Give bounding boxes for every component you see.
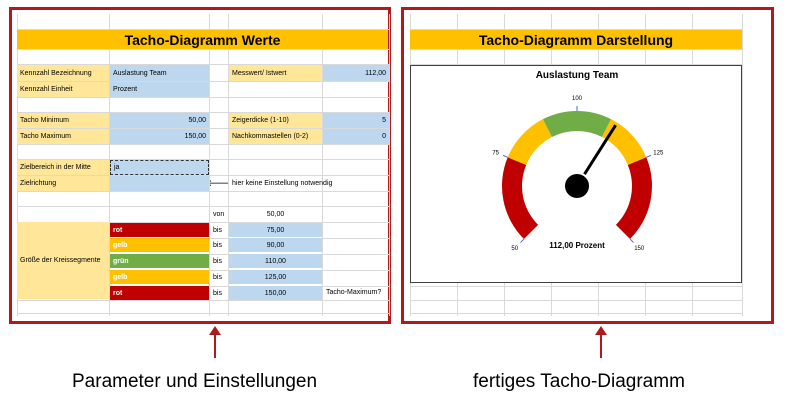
zielbereich-label: Zielbereich in der Mitte — [17, 160, 109, 175]
grid-col-line — [389, 14, 390, 316]
bis-label: bis — [213, 257, 222, 265]
grid-row-line — [17, 222, 389, 223]
arrow-left-icon: 🡐 — [210, 178, 228, 188]
segment-color-label[interactable]: gelb — [110, 238, 209, 252]
zielrichtung-note: hier keine Einstellung notwendig — [232, 180, 333, 187]
segment-color-label[interactable]: rot — [110, 286, 209, 300]
gauge-title: Auslastung Team — [536, 70, 619, 81]
kennzahl-einheit-input[interactable]: Prozent — [110, 82, 209, 97]
grid-col-line — [209, 14, 210, 316]
grid-row-line — [410, 29, 742, 30]
grid-row-line — [17, 81, 389, 82]
bis-label: bis — [213, 273, 222, 281]
gauge-tick-label: 50 — [511, 246, 518, 252]
gauge-reading-label: 112,00 Prozent — [549, 241, 605, 250]
caption-left: Parameter und Einstellungen — [72, 371, 318, 392]
gauge-band — [542, 111, 612, 137]
bis-label: bis — [213, 226, 222, 234]
right-panel-title: Tacho-Diagramm Darstellung — [410, 30, 742, 49]
grid-row-line — [17, 159, 389, 160]
gauge-band — [615, 157, 652, 240]
kennzahl-bezeichnung-label: Kennzahl Bezeichnung — [17, 65, 109, 81]
messwert-input[interactable]: 112,00 — [323, 65, 389, 81]
gauge-tick-label: 75 — [492, 150, 499, 156]
tacho-minimum-input[interactable]: 50,00 — [110, 113, 209, 128]
segment-upper-value[interactable]: 90,00 — [229, 238, 322, 252]
grid-col-line — [228, 14, 229, 316]
nachkommastellen-label: Nachkommastellen (0-2) — [229, 129, 322, 144]
segment-upper-value[interactable]: 150,00 — [229, 286, 322, 300]
gauge-tick-label: 150 — [634, 246, 645, 252]
grid-row-line — [17, 128, 389, 129]
zielrichtung-label: Zielrichtung — [17, 176, 109, 191]
grid-col-line — [109, 14, 110, 316]
kreissegmente-label: Größe der Kreissegmente — [17, 222, 109, 299]
gauge-tick-mark — [629, 238, 634, 243]
kennzahl-einheit-label: Kennzahl Einheit — [17, 82, 109, 97]
zeigerdicke-input[interactable]: 5 — [323, 113, 389, 128]
messwert-label: Messwert/ Istwert — [229, 65, 322, 81]
bis-label: bis — [213, 241, 222, 249]
segment-upper-value[interactable]: 125,00 — [229, 270, 322, 284]
von-value: 50,00 — [266, 211, 285, 218]
gauge-chart-area[interactable]: Auslastung Team 50 75 100 125 150 112,00 Pro… — [410, 65, 742, 283]
gauge-band — [507, 119, 553, 165]
gauge-band — [601, 119, 647, 165]
nachkommastellen-input[interactable]: 0 — [323, 129, 389, 144]
grid-row-line — [17, 300, 389, 301]
grid-row-line — [410, 313, 742, 314]
grid-row-line — [17, 144, 389, 145]
arrow-up-right-icon — [595, 326, 607, 358]
grid-row-line — [17, 175, 389, 176]
grid-row-line — [17, 313, 389, 314]
zielrichtung-input[interactable] — [110, 176, 209, 191]
grid-row-line — [410, 286, 742, 287]
grid-row-line — [17, 49, 389, 50]
von-label: von — [213, 211, 225, 218]
right-highlight-frame — [401, 7, 774, 324]
grid-row-line — [17, 29, 389, 30]
segment-upper-value[interactable]: 75,00 — [229, 223, 322, 237]
grid-row-line — [17, 191, 389, 192]
grid-row-line — [410, 300, 742, 301]
grid-row-line — [410, 49, 742, 50]
segment-color-label[interactable]: rot — [110, 223, 209, 237]
gauge-tick-mark — [520, 238, 525, 243]
zeigerdicke-label: Zeigerdicke (1-10) — [229, 113, 322, 128]
grid-row-line — [17, 64, 389, 65]
grid-col-line — [742, 14, 743, 316]
gauge-hub — [563, 172, 591, 200]
segment-color-label[interactable]: gelb — [110, 270, 209, 284]
tacho-maximum-note: Tacho-Maximum? — [326, 289, 382, 296]
tacho-maximum-label: Tacho Maximum — [17, 129, 109, 144]
gauge-tick-mark — [646, 154, 652, 158]
zielbereich-input[interactable]: ja — [110, 160, 209, 175]
grid-row-line — [17, 97, 389, 98]
left-panel-title: Tacho-Diagramm Werte — [17, 30, 388, 49]
grid-row-line — [17, 112, 389, 113]
arrow-up-left-icon — [209, 326, 221, 358]
segment-color-label[interactable]: grün — [110, 254, 209, 268]
tacho-maximum-input[interactable]: 150,00 — [110, 129, 209, 144]
gauge-tick-label: 125 — [653, 150, 664, 156]
gauge-tick-mark — [502, 154, 508, 158]
gauge-chart: Auslastung Team 50 75 100 125 150 112,00 Pro… — [492, 70, 664, 252]
grid-col-line — [322, 14, 323, 316]
kennzahl-bezeichnung-input[interactable]: Auslastung Team — [110, 65, 209, 81]
segment-upper-value[interactable]: 110,00 — [229, 254, 322, 268]
bis-label: bis — [213, 289, 222, 297]
gauge-band — [502, 157, 539, 240]
caption-right: fertiges Tacho-Diagramm — [473, 371, 685, 392]
gauge-tick-label: 100 — [572, 96, 583, 102]
grid-row-line — [410, 64, 742, 65]
tacho-minimum-label: Tacho Minimum — [17, 113, 109, 128]
grid-row-line — [17, 206, 389, 207]
